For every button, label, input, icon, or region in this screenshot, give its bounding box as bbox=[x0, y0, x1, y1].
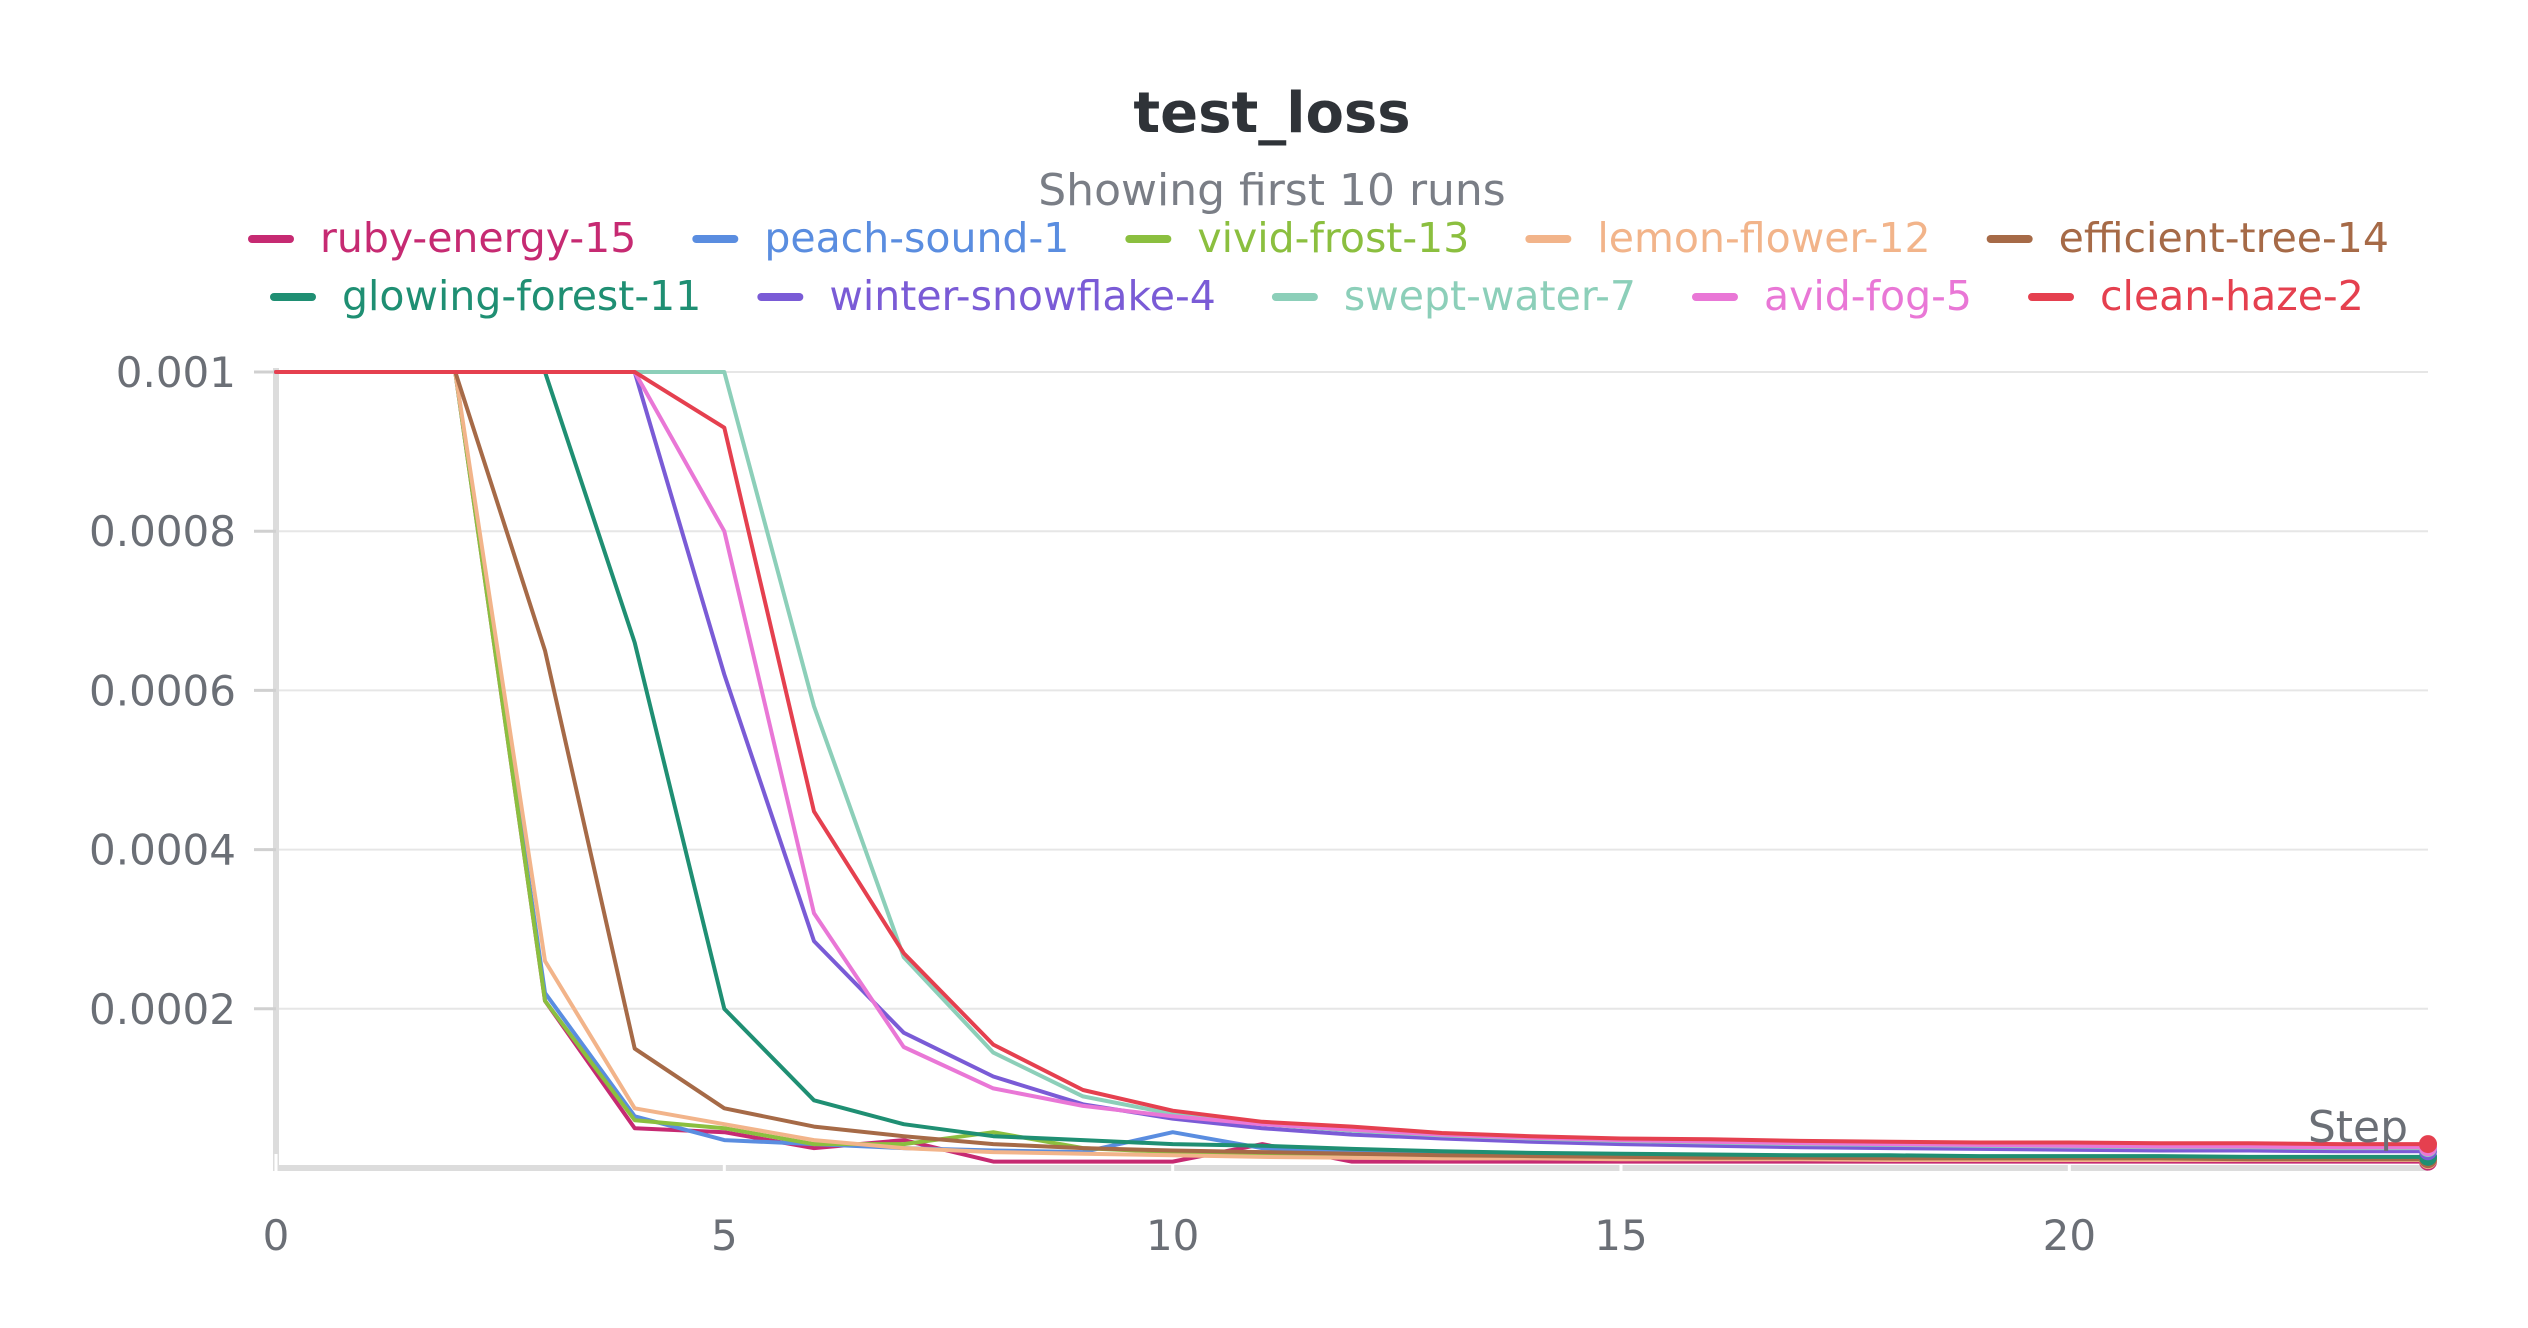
x-tick-label: 10 bbox=[1146, 1211, 1199, 1260]
grid-lines bbox=[276, 371, 2428, 1010]
series-line-glowing-forest-11 bbox=[274, 370, 2430, 1159]
legend-item-winter-snowflake-4[interactable]: winter-snowflake-4 bbox=[757, 272, 1216, 320]
legend-label: winter-snowflake-4 bbox=[829, 272, 1216, 320]
series-line-winter-snowflake-4 bbox=[274, 370, 2430, 1154]
y-tick-label: 0.0006 bbox=[89, 666, 236, 715]
legend-label: vivid-frost-13 bbox=[1197, 214, 1469, 262]
series-line-lemon-flower-12 bbox=[274, 370, 2430, 1162]
x-tick-label: 5 bbox=[711, 1211, 738, 1260]
series-lines bbox=[274, 370, 2430, 1164]
y-axis-ticks: 0.0002 0.0004 0.0006 0.0008 0.001 bbox=[89, 348, 276, 1034]
legend-item-vivid-frost-13[interactable]: vivid-frost-13 bbox=[1125, 214, 1469, 262]
y-tick-label: 0.001 bbox=[116, 348, 236, 397]
legend-label: glowing-forest-11 bbox=[342, 272, 701, 320]
legend-item-peach-sound-1[interactable]: peach-sound-1 bbox=[692, 214, 1069, 262]
legend-item-avid-fog-5[interactable]: avid-fog-5 bbox=[1691, 272, 1972, 320]
legend-item-swept-water-7[interactable]: swept-water-7 bbox=[1271, 272, 1636, 320]
legend-label: ruby-energy-15 bbox=[320, 214, 636, 262]
legend-item-clean-haze-2[interactable]: clean-haze-2 bbox=[2028, 272, 2364, 320]
legend-item-ruby-energy-15[interactable]: ruby-energy-15 bbox=[248, 214, 636, 262]
legend-label: efficient-tree-14 bbox=[2059, 214, 2389, 262]
legend-label: lemon-flower-12 bbox=[1597, 214, 1930, 262]
legend-item-glowing-forest-11[interactable]: glowing-forest-11 bbox=[270, 272, 701, 320]
series-endpoint-clean-haze-2 bbox=[2419, 1135, 2437, 1154]
series-line-swept-water-7 bbox=[274, 370, 2430, 1151]
legend-item-lemon-flower-12[interactable]: lemon-flower-12 bbox=[1525, 214, 1931, 262]
series-line-efficient-tree-14 bbox=[274, 370, 2430, 1162]
y-tick-label: 0.0004 bbox=[89, 826, 236, 875]
x-axis-label: Step bbox=[2308, 1102, 2408, 1153]
series-endpoints bbox=[2419, 1135, 2437, 1171]
y-tick-label: 0.0008 bbox=[89, 507, 236, 556]
legend-item-efficient-tree-14[interactable]: efficient-tree-14 bbox=[1986, 214, 2389, 262]
series-line-peach-sound-1 bbox=[274, 370, 2430, 1160]
legend: ruby-energy-15 peach-sound-1 vivid-frost-1… bbox=[248, 214, 2389, 320]
series-line-clean-haze-2 bbox=[274, 370, 2430, 1147]
chart-subtitle: Showing first 10 runs bbox=[1038, 165, 1505, 216]
x-tick-label: 20 bbox=[2043, 1211, 2096, 1260]
series-line-vivid-frost-13 bbox=[274, 370, 2430, 1162]
y-tick-label: 0.0002 bbox=[89, 985, 236, 1034]
x-axis-ticks: 0 5 10 15 20 bbox=[263, 1154, 2096, 1260]
series-line-ruby-energy-15 bbox=[274, 370, 2430, 1164]
legend-label: peach-sound-1 bbox=[764, 214, 1069, 262]
x-tick-label: 0 bbox=[263, 1211, 290, 1260]
legend-label: clean-haze-2 bbox=[2100, 272, 2364, 320]
chart-title: test_loss bbox=[1133, 81, 1410, 146]
legend-label: swept-water-7 bbox=[1344, 272, 1636, 320]
legend-label: avid-fog-5 bbox=[1764, 272, 1972, 320]
series-line-avid-fog-5 bbox=[274, 370, 2430, 1150]
x-tick-label: 15 bbox=[1594, 1211, 1647, 1260]
